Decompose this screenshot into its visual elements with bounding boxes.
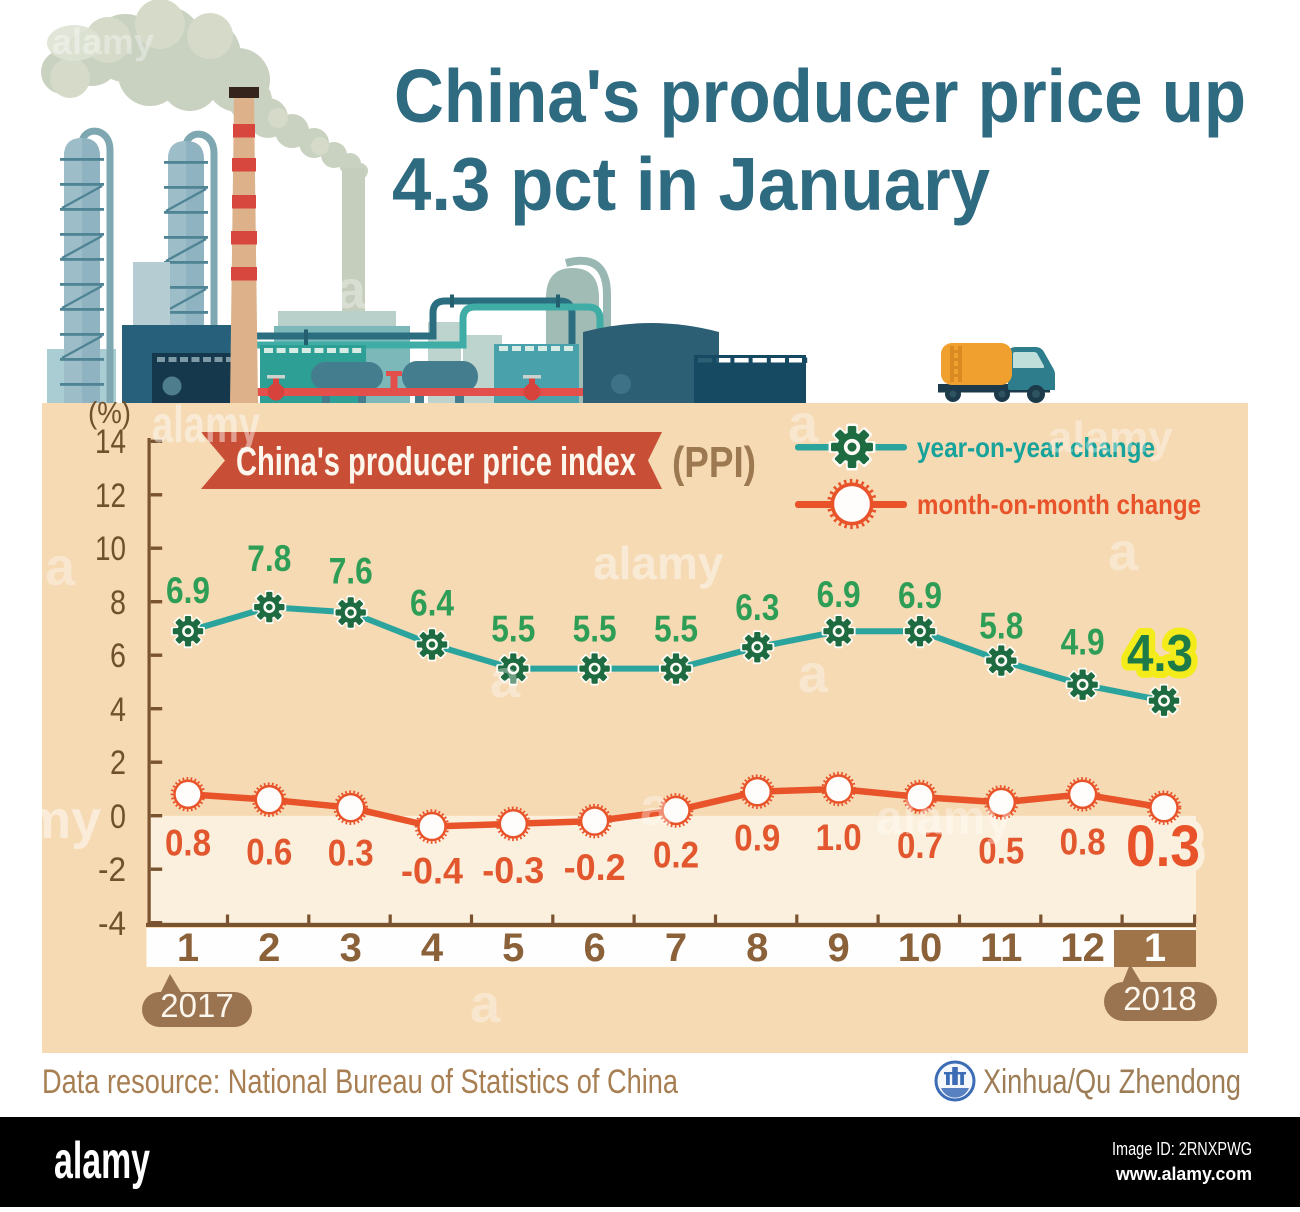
svg-text:0.8: 0.8 (165, 822, 211, 863)
svg-text:alamy: alamy (876, 792, 1012, 845)
svg-text:4: 4 (110, 691, 126, 729)
svg-text:10: 10 (898, 926, 943, 970)
svg-text:-0.3: -0.3 (482, 850, 544, 891)
svg-text:2: 2 (110, 744, 126, 782)
svg-text:alamy: alamy (0, 790, 101, 850)
svg-text:a: a (788, 394, 819, 454)
svg-text:a: a (45, 537, 76, 597)
svg-text:alamy: alamy (1048, 413, 1173, 462)
svg-text:-0.2: -0.2 (564, 847, 626, 888)
svg-text:4: 4 (421, 926, 444, 970)
svg-text:1: 1 (1144, 926, 1166, 970)
svg-text:12: 12 (1060, 926, 1105, 970)
svg-text:a: a (336, 260, 367, 320)
svg-text:(%): (%) (88, 395, 131, 430)
svg-text:6.4: 6.4 (410, 583, 454, 624)
svg-text:7: 7 (665, 926, 687, 970)
svg-text:3: 3 (340, 926, 362, 970)
svg-text:12: 12 (95, 477, 126, 515)
svg-text:4.3 pct in January: 4.3 pct in January (392, 142, 990, 226)
svg-text:6: 6 (583, 926, 605, 970)
svg-text:11: 11 (980, 926, 1022, 970)
svg-text:5: 5 (502, 926, 524, 970)
svg-text:(PPI): (PPI) (672, 438, 756, 487)
svg-text:6.3: 6.3 (735, 587, 779, 628)
svg-text:0.2: 0.2 (653, 834, 699, 875)
svg-text:Xinhua/Qu Zhendong: Xinhua/Qu Zhendong (983, 1063, 1241, 1101)
svg-text:2017: 2017 (160, 987, 233, 1024)
svg-text:www.alamy.com: www.alamy.com (1115, 1164, 1252, 1184)
svg-text:Image ID: 2RNXPWG: Image ID: 2RNXPWG (1112, 1139, 1252, 1159)
svg-text:China's producer price index: China's producer price index (236, 440, 636, 484)
svg-text:5.5: 5.5 (491, 609, 535, 650)
svg-text:2018: 2018 (1123, 980, 1196, 1017)
svg-text:alamy: alamy (593, 537, 724, 589)
svg-text:a: a (470, 974, 501, 1034)
svg-text:-4: -4 (98, 905, 126, 943)
svg-text:6: 6 (110, 637, 126, 675)
svg-text:4.3: 4.3 (1127, 625, 1193, 683)
svg-text:5.5: 5.5 (573, 609, 617, 650)
svg-text:6.9: 6.9 (898, 575, 942, 616)
svg-text:10: 10 (95, 530, 126, 568)
svg-text:8: 8 (746, 926, 768, 970)
svg-text:0.5: 0.5 (978, 830, 1024, 871)
svg-text:-0.4: -0.4 (401, 851, 463, 892)
svg-text:9: 9 (827, 926, 849, 970)
svg-text:14: 14 (95, 423, 126, 461)
svg-text:6.9: 6.9 (166, 570, 210, 611)
svg-text:1.0: 1.0 (816, 817, 862, 858)
svg-text:-2: -2 (98, 851, 126, 889)
svg-text:1: 1 (177, 926, 199, 970)
svg-text:0.8: 0.8 (1060, 821, 1106, 862)
svg-text:a: a (490, 649, 521, 709)
svg-text:0.9: 0.9 (734, 818, 780, 859)
svg-text:0.3: 0.3 (328, 833, 374, 874)
svg-text:Data resource: National Bureau: Data resource: National Bureau of Statis… (42, 1063, 678, 1101)
svg-text:7.8: 7.8 (247, 538, 291, 579)
svg-text:4.9: 4.9 (1061, 622, 1105, 663)
svg-text:alamy: alamy (152, 396, 260, 454)
svg-text:alamy: alamy (52, 21, 154, 62)
svg-text:4.3: 4.3 (1127, 625, 1193, 683)
svg-text:year-on-year change: year-on-year change (917, 432, 1155, 463)
svg-text:0.7: 0.7 (897, 825, 943, 866)
svg-text:0.6: 0.6 (246, 832, 292, 873)
svg-text:5.5: 5.5 (654, 609, 698, 650)
svg-text:8: 8 (110, 584, 126, 622)
svg-text:0: 0 (110, 798, 126, 836)
svg-text:0.3: 0.3 (1126, 814, 1200, 879)
svg-text:5.8: 5.8 (979, 606, 1023, 647)
svg-text:alamy: alamy (54, 1132, 150, 1190)
svg-text:a: a (1108, 522, 1139, 582)
svg-text:China's producer price up: China's producer price up (394, 54, 1246, 138)
svg-text:6.9: 6.9 (817, 574, 861, 615)
svg-text:0.3: 0.3 (1126, 814, 1200, 879)
svg-text:2: 2 (258, 926, 280, 970)
svg-text:a: a (640, 777, 671, 837)
svg-text:7.6: 7.6 (329, 551, 373, 592)
svg-text:a: a (798, 644, 829, 704)
svg-text:month-on-month change: month-on-month change (917, 489, 1201, 520)
